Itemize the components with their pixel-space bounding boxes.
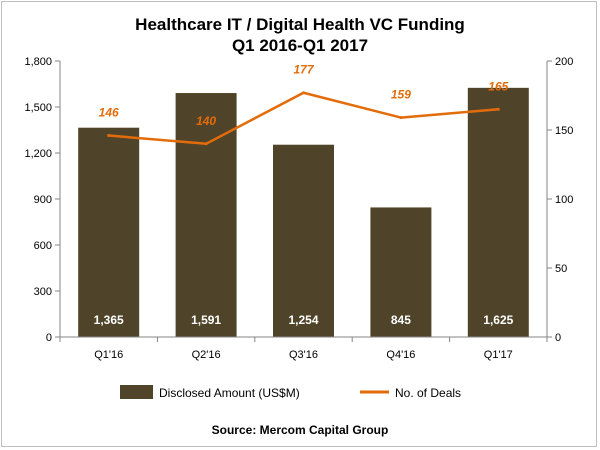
left-tick-label: 1,200 — [24, 148, 52, 160]
bar — [370, 207, 432, 337]
legend-swatch-bar — [120, 385, 153, 399]
deals-point — [302, 91, 305, 95]
line-series: 146 140 177 159 165 — [99, 63, 509, 146]
x-tick-label: Q1'17 — [484, 349, 513, 361]
legend-label-bar: Disclosed Amount (US$M) — [159, 386, 300, 400]
deals-line — [108, 91, 499, 146]
deals-value-label: 177 — [293, 63, 314, 77]
right-axis: 0 50 100 150 200 — [546, 56, 573, 344]
legend-label-line: No. of Deals — [395, 386, 461, 400]
bar-value-label: 1,365 — [94, 313, 124, 327]
deals-value-label: 140 — [196, 114, 216, 128]
bar-value-label: 1,254 — [288, 313, 318, 327]
left-tick-label: 1,500 — [24, 102, 52, 114]
x-axis: Q1'16 Q2'16 Q3'16 Q4'16 Q1'17 — [59, 336, 548, 361]
x-tick-label: Q1'16 — [94, 349, 123, 361]
x-tick-label: Q3'16 — [289, 349, 318, 361]
right-tick-label: 200 — [555, 56, 573, 68]
deals-point — [496, 107, 500, 111]
chart-subtitle: Q1 2016-Q1 2017 — [232, 36, 368, 55]
bar — [78, 127, 140, 337]
deals-value-label: 165 — [488, 79, 508, 93]
deals-value-label: 146 — [99, 106, 119, 120]
bar — [467, 87, 529, 337]
deals-point — [399, 116, 403, 120]
left-axis: 0 300 600 900 1,200 1,500 1,800 — [24, 56, 61, 344]
bar-value-label: 845 — [391, 313, 411, 327]
bar-series: 1,365 1,591 1,254 845 1,625 — [78, 87, 529, 338]
right-tick-label: 150 — [555, 125, 573, 137]
bar-value-label: 1,591 — [191, 313, 221, 327]
left-tick-label: 0 — [46, 332, 52, 344]
bar-value-label: 1,625 — [483, 313, 513, 327]
left-tick-label: 600 — [34, 240, 52, 252]
deals-value-label: 159 — [391, 88, 411, 102]
right-tick-label: 0 — [555, 332, 561, 344]
bar — [175, 93, 237, 338]
left-tick-label: 1,800 — [24, 56, 52, 68]
right-tick-label: 50 — [555, 263, 567, 275]
deals-point — [107, 134, 111, 138]
legend: Disclosed Amount (US$M) No. of Deals — [120, 385, 461, 400]
x-tick-label: Q2'16 — [192, 349, 221, 361]
left-tick-label: 900 — [34, 194, 52, 206]
right-tick-label: 100 — [555, 194, 573, 206]
source-note: Source: Mercom Capital Group — [212, 423, 389, 437]
bar — [273, 144, 334, 337]
x-tick-label: Q4'16 — [386, 349, 415, 361]
left-tick-label: 300 — [34, 286, 52, 298]
deals-point — [204, 142, 208, 146]
chart-title: Healthcare IT / Digital Health VC Fundin… — [135, 15, 465, 34]
